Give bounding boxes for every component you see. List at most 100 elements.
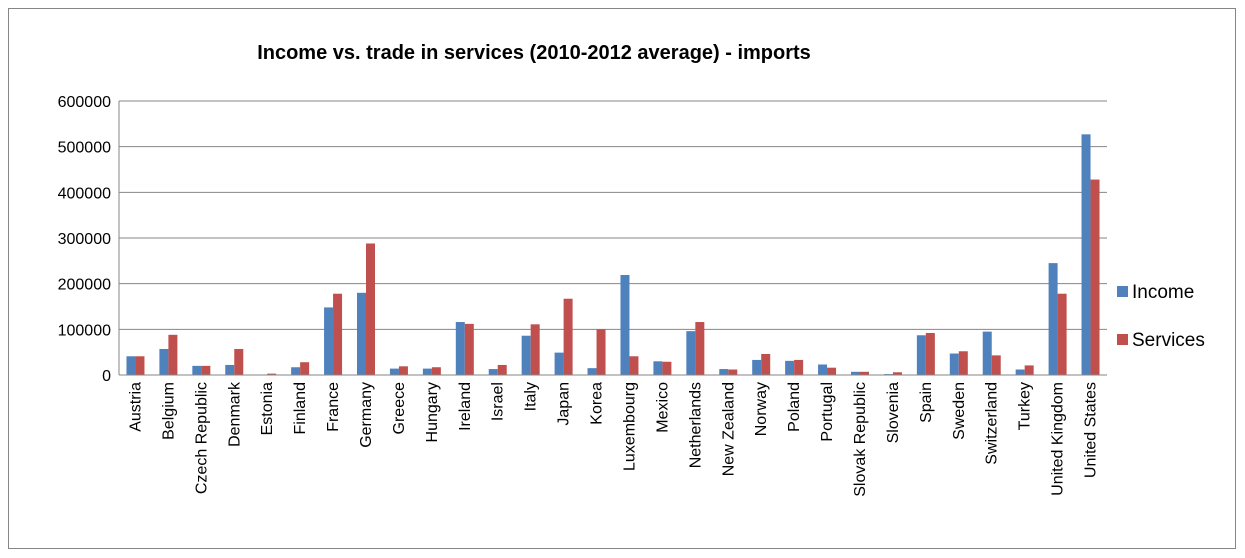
- bar-services-belgium: [168, 334, 178, 375]
- bar-services-poland: [794, 359, 804, 375]
- y-tick-label: 0: [102, 368, 111, 385]
- x-tick-label: New Zealand: [720, 382, 737, 476]
- bar-services-united-kingdom: [1057, 293, 1067, 375]
- x-tick-label: France: [325, 382, 342, 432]
- bar-income-spain: [916, 335, 926, 375]
- axes: [118, 101, 1107, 376]
- x-tick-label: Sweden: [951, 382, 968, 440]
- bar-income-denmark: [225, 364, 235, 375]
- x-tick-label: Czech Republic: [193, 382, 210, 494]
- x-tick-label: Luxembourg: [621, 382, 638, 471]
- x-tick-label: Portugal: [819, 382, 836, 442]
- chart-svg: Income vs. trade in services (2010-2012 …: [58, 42, 1205, 497]
- x-tick-label: Austria: [127, 382, 144, 432]
- x-tick-label: Netherlands: [687, 382, 704, 468]
- x-axis-tick-labels: Austria Belgium Czech Republic Denmark Eston…: [127, 381, 1099, 497]
- y-tick-label: 200000: [58, 277, 111, 294]
- bar-services-denmark: [234, 348, 244, 375]
- bar-income-new-zealand: [719, 369, 729, 375]
- bar-services-israel: [497, 364, 507, 375]
- y-tick-label: 300000: [58, 231, 111, 248]
- legend-label-income: Income: [1132, 282, 1194, 303]
- x-tick-label: Germany: [358, 382, 375, 448]
- bar-income-luxembourg: [620, 274, 630, 375]
- bar-income-france: [324, 307, 334, 375]
- bar-services-finland: [300, 362, 310, 375]
- x-tick-label: United Kingdom: [1050, 382, 1067, 496]
- x-tick-label: Switzerland: [984, 382, 1001, 465]
- bar-income-israel: [488, 369, 498, 375]
- x-tick-label: Belgium: [160, 382, 177, 440]
- x-tick-label: Estonia: [259, 382, 276, 435]
- x-tick-label: Denmark: [226, 381, 243, 447]
- bar-services-korea: [596, 329, 606, 375]
- bar-income-norway: [752, 359, 762, 375]
- bar-income-germany: [357, 292, 366, 375]
- y-tick-label: 400000: [58, 185, 111, 202]
- bar-services-estonia: [267, 373, 277, 375]
- y-tick-label: 100000: [58, 322, 111, 339]
- bar-services-czech-republic: [201, 365, 211, 375]
- bar-income-greece: [389, 368, 399, 375]
- x-tick-label: Hungary: [424, 382, 441, 442]
- bar-services-italy: [530, 324, 540, 375]
- x-tick-label: Israel: [490, 382, 507, 421]
- legend: Income Services: [1117, 282, 1205, 351]
- bar-services-luxembourg: [629, 356, 639, 375]
- bar-services-united-states: [1090, 179, 1100, 375]
- bar-services-japan: [563, 298, 573, 375]
- bar-services-turkey: [1024, 365, 1034, 375]
- legend-swatch-services: [1117, 334, 1128, 345]
- x-tick-label: Slovak Republic: [852, 382, 869, 497]
- bar-income-italy: [521, 335, 531, 375]
- bar-services-new-zealand: [728, 369, 738, 375]
- bars: [126, 134, 1100, 375]
- y-axis-tick-labels: 0 100000 200000 300000 400000 500000 600000: [58, 94, 111, 385]
- x-tick-label: Japan: [556, 382, 573, 426]
- x-tick-label: Italy: [523, 382, 540, 411]
- x-tick-label: Mexico: [654, 382, 671, 433]
- bar-income-austria: [126, 356, 136, 375]
- chart-title: Income vs. trade in services (2010-2012 …: [257, 42, 811, 64]
- bar-income-belgium: [159, 348, 169, 375]
- x-tick-label: Finland: [292, 382, 309, 434]
- bar-services-norway: [761, 353, 771, 375]
- bar-income-mexico: [653, 361, 663, 375]
- bar-income-czech-republic: [192, 365, 202, 375]
- bar-income-portugal: [818, 364, 828, 375]
- bar-services-switzerland: [991, 355, 1001, 375]
- bar-income-switzerland: [982, 331, 992, 375]
- x-tick-label: Norway: [753, 382, 770, 436]
- x-tick-label: United States: [1083, 382, 1100, 478]
- x-tick-label: Ireland: [457, 382, 474, 431]
- bar-services-netherlands: [695, 322, 705, 375]
- bar-income-sweden: [949, 353, 959, 375]
- y-tick-label: 500000: [58, 140, 111, 157]
- bar-services-austria: [135, 356, 145, 375]
- x-tick-label: Greece: [391, 382, 408, 435]
- bar-income-united-states: [1081, 134, 1091, 375]
- bar-services-portugal: [827, 367, 837, 375]
- bar-services-germany: [366, 243, 375, 375]
- bar-income-turkey: [1015, 369, 1025, 375]
- bar-services-hungary: [431, 367, 441, 375]
- bar-income-korea: [587, 368, 597, 375]
- bar-income-hungary: [422, 368, 432, 375]
- bar-income-netherlands: [686, 331, 696, 375]
- bar-income-ireland: [455, 322, 465, 375]
- x-tick-label: Poland: [786, 382, 803, 432]
- bar-services-mexico: [662, 361, 672, 375]
- bar-services-ireland: [464, 323, 474, 375]
- x-tick-label: Korea: [589, 382, 606, 425]
- bar-services-slovenia: [892, 372, 902, 375]
- bar-income-finland: [291, 367, 301, 375]
- bar-services-spain: [925, 332, 935, 375]
- bar-income-poland: [785, 360, 795, 375]
- bar-services-france: [333, 293, 343, 375]
- x-tick-label: Slovenia: [885, 382, 902, 443]
- y-tick-label: 600000: [58, 94, 111, 111]
- legend-swatch-income: [1117, 286, 1128, 297]
- gridlines: [119, 100, 1107, 376]
- bar-services-greece: [398, 366, 408, 375]
- x-tick-label: Spain: [918, 382, 935, 423]
